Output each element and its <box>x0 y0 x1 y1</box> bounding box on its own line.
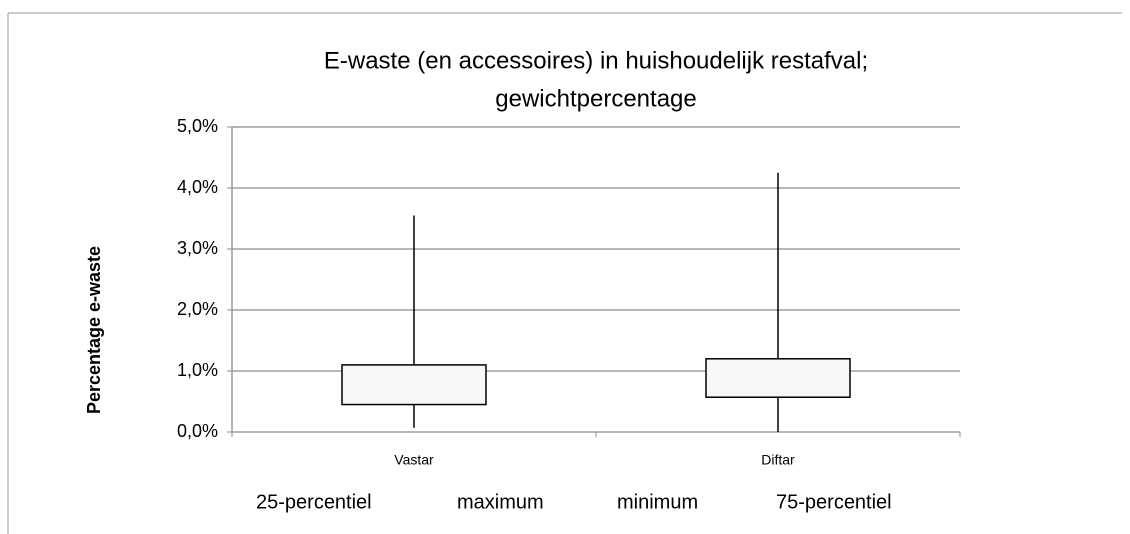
legend-entry: 75-percentiel <box>776 491 892 513</box>
legend-entry: maximum <box>457 491 544 513</box>
y-axis-label: Percentage e-waste <box>84 246 104 414</box>
y-tick-label: 1,0% <box>177 360 218 380</box>
legend-entry: 25-percentiel <box>256 491 372 513</box>
box <box>705 358 851 398</box>
y-tick-label: 4,0% <box>177 177 218 197</box>
legend-entry: minimum <box>617 491 698 513</box>
x-tick-label: Vastar <box>394 452 434 468</box>
box <box>341 364 487 406</box>
y-tick-label: 5,0% <box>177 116 218 136</box>
y-tick-label: 3,0% <box>177 238 218 258</box>
x-tick-label: Diftar <box>761 452 795 468</box>
y-tick-label: 0,0% <box>177 421 218 441</box>
y-tick-label: 2,0% <box>177 299 218 319</box>
chart-title: gewichtpercentage <box>495 85 696 112</box>
chart-title: E-waste (en accessoires) in huishoudelij… <box>324 47 868 74</box>
